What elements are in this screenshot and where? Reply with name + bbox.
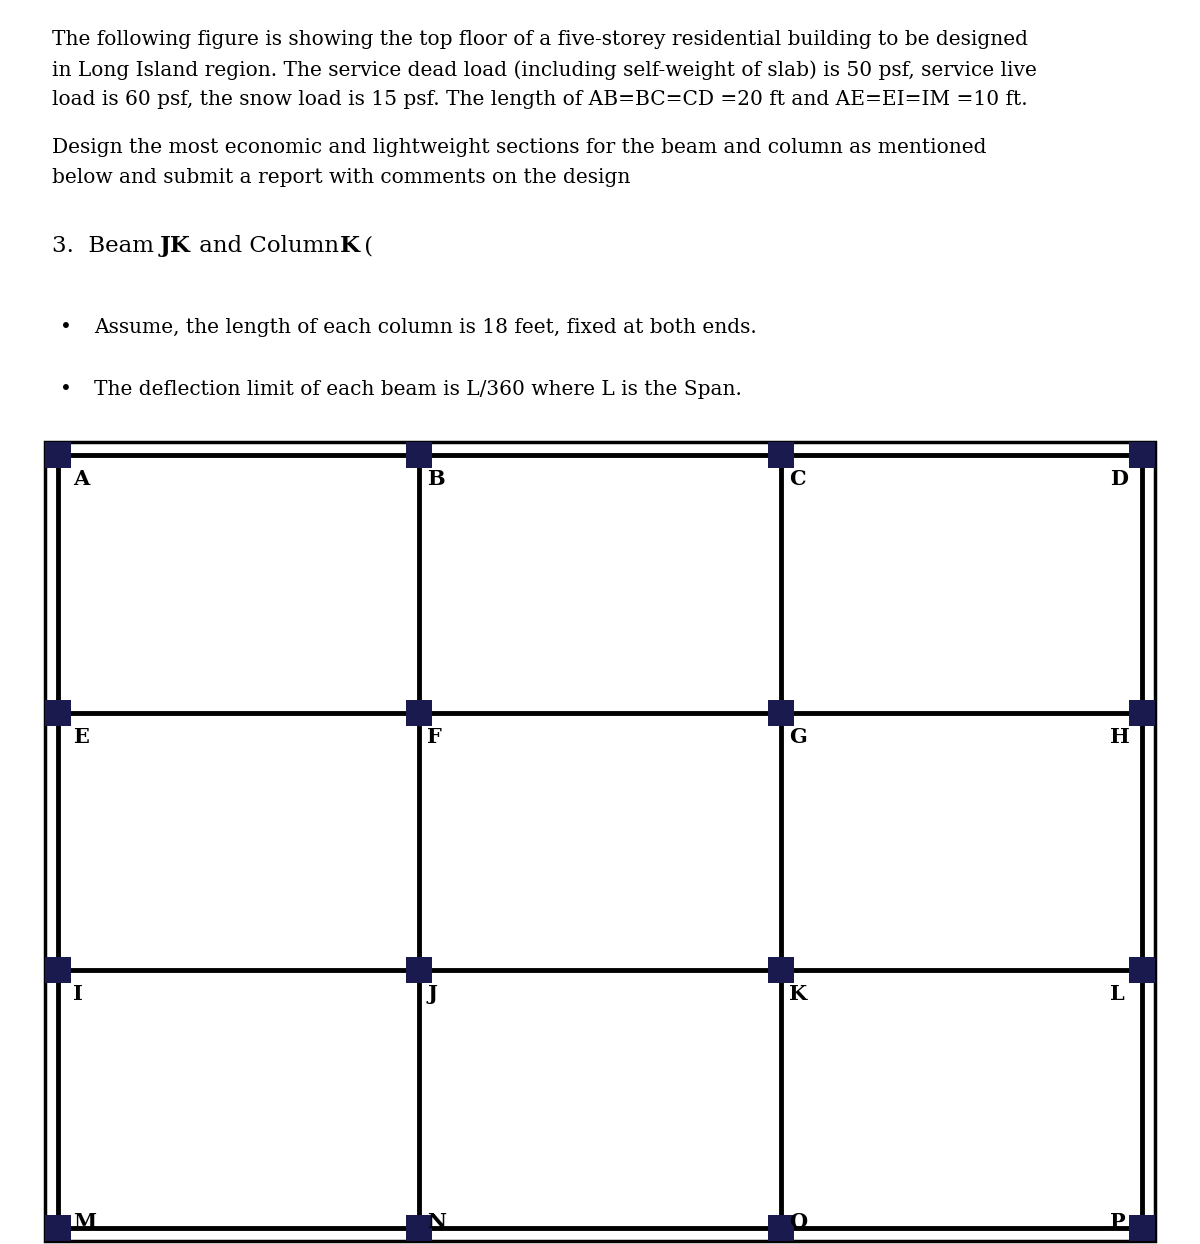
Text: The deflection limit of each beam is L/360 where L is the Span.: The deflection limit of each beam is L/3… (94, 379, 742, 399)
Bar (407, 442, 432, 468)
Text: (: ( (358, 235, 373, 258)
Bar (407, 699, 432, 725)
Text: •: • (60, 318, 72, 337)
Bar (768, 1215, 793, 1242)
Text: B: B (427, 469, 445, 489)
Bar (46, 1215, 71, 1242)
Text: K: K (788, 984, 806, 1004)
Text: F: F (427, 726, 442, 746)
Text: E: E (73, 726, 89, 746)
Text: A: A (73, 469, 89, 489)
Text: N: N (427, 1212, 446, 1232)
Bar (46, 442, 1154, 1242)
Text: •: • (60, 379, 72, 399)
Bar (407, 958, 432, 983)
Bar (768, 442, 793, 468)
Bar (407, 1215, 432, 1242)
Text: P: P (1110, 1212, 1126, 1232)
Bar (768, 699, 793, 725)
Bar (1129, 442, 1154, 468)
Bar (46, 442, 71, 468)
Text: I: I (73, 984, 83, 1004)
Bar (46, 699, 71, 725)
Text: H: H (1110, 726, 1130, 746)
Bar (1129, 958, 1154, 983)
Bar (46, 958, 71, 983)
Text: K: K (340, 235, 360, 258)
Text: The following figure is showing the top floor of a five-storey residential build: The following figure is showing the top … (52, 30, 1028, 49)
Text: load is 60 psf, the snow load is 15 psf. The length of AB=BC=CD =20 ft and AE=EI: load is 60 psf, the snow load is 15 psf.… (52, 90, 1027, 109)
Text: O: O (788, 1212, 806, 1232)
Text: L: L (1110, 984, 1124, 1004)
Text: G: G (788, 726, 806, 746)
Text: M: M (73, 1212, 96, 1232)
Bar (1129, 1215, 1154, 1242)
Text: JK: JK (160, 235, 191, 258)
Text: and Column: and Column (192, 235, 347, 258)
Text: C: C (788, 469, 805, 489)
Text: 3.  Beam: 3. Beam (52, 235, 161, 258)
Bar (1129, 699, 1154, 725)
Bar (768, 958, 793, 983)
Text: below and submit a report with comments on the design: below and submit a report with comments … (52, 168, 630, 187)
Text: in Long Island region. The service dead load (including self-weight of slab) is : in Long Island region. The service dead … (52, 60, 1037, 80)
Text: D: D (1110, 469, 1128, 489)
Text: Assume, the length of each column is 18 feet, fixed at both ends.: Assume, the length of each column is 18 … (94, 318, 757, 337)
Text: J: J (427, 984, 437, 1004)
Text: Design the most economic and lightweight sections for the beam and column as men: Design the most economic and lightweight… (52, 138, 986, 157)
